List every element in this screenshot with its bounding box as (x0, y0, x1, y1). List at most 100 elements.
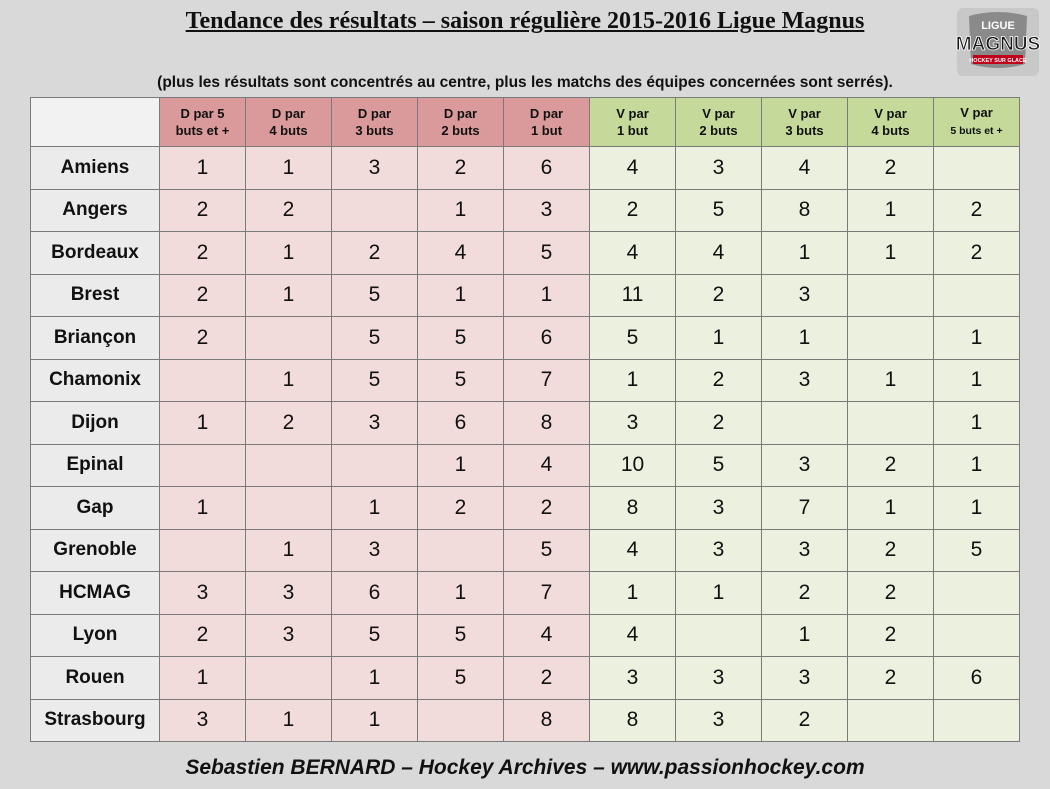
table-cell: 2 (159, 613, 246, 657)
table-cell (933, 146, 1020, 190)
table-cell: 1 (847, 231, 934, 275)
table-cell: 1 (761, 231, 848, 275)
table-cell (933, 571, 1020, 615)
table-cell (159, 528, 246, 572)
table-row: Strasbourg 3 1 1 8 8 3 2 (30, 698, 1020, 742)
table-cell: 3 (503, 188, 590, 232)
table-cell: 3 (675, 698, 762, 742)
team-name: Gap (30, 486, 160, 530)
team-name: Bordeaux (30, 231, 160, 275)
table-cell: 2 (159, 188, 246, 232)
table-cell: 1 (331, 698, 418, 742)
table-cell: 1 (933, 486, 1020, 530)
table-cell: 5 (503, 528, 590, 572)
team-name: Dijon (30, 401, 160, 445)
table-cell: 1 (245, 273, 332, 317)
col-header-line1: D par (443, 106, 478, 121)
col-header-line1: V par (874, 106, 907, 121)
table-row: Epinal 1 4 10 5 3 2 1 (30, 443, 1020, 487)
table-cell: 5 (675, 188, 762, 232)
table-cell (331, 443, 418, 487)
table-cell: 5 (933, 528, 1020, 572)
table-cell: 4 (761, 146, 848, 190)
col-header-line2: buts et + (175, 123, 230, 138)
team-name: Briançon (30, 316, 160, 360)
table-cell: 1 (245, 528, 332, 572)
col-header-line1: V par (788, 106, 821, 121)
col-header-loss-1: D par 1 but (503, 97, 590, 147)
table-cell: 5 (417, 613, 504, 657)
table-cell: 3 (761, 656, 848, 700)
table-cell (245, 316, 332, 360)
table-cell: 6 (933, 656, 1020, 700)
col-header-line2: 5 buts et + (950, 125, 1003, 137)
table-cell (417, 698, 504, 742)
table-cell: 3 (675, 486, 762, 530)
table-cell: 4 (589, 231, 676, 275)
team-name: Chamonix (30, 358, 160, 402)
col-header-loss-3: D par 3 buts (331, 97, 418, 147)
footer-credit: Sebastien BERNARD – Hockey Archives – ww… (185, 756, 865, 779)
col-header-line1: D par (271, 106, 306, 121)
table-cell: 4 (589, 613, 676, 657)
table-cell: 5 (417, 656, 504, 700)
table-cell: 3 (589, 656, 676, 700)
table-cell: 8 (503, 401, 590, 445)
table-cell: 3 (675, 528, 762, 572)
team-name: Lyon (30, 613, 160, 657)
results-body: Amiens 1 1 3 2 6 4 3 4 2 Angers 2 2 1 3 2 5 8 1 2 Bordeaux 2 1… (30, 146, 1020, 742)
table-cell: 2 (245, 401, 332, 445)
table-cell: 4 (675, 231, 762, 275)
table-cell: 1 (417, 443, 504, 487)
table-cell: 3 (331, 401, 418, 445)
table-cell: 2 (159, 231, 246, 275)
subtitle: (plus les résultats sont concentrés au c… (157, 74, 893, 91)
table-cell (847, 273, 934, 317)
col-header-line2: 3 buts (785, 123, 824, 138)
col-header-win-5plus: V par 5 buts et + (933, 97, 1020, 147)
col-header-line1: V par (616, 106, 649, 121)
table-cell: 2 (933, 188, 1020, 232)
col-header-win-3: V par 3 buts (761, 97, 848, 147)
table-cell: 7 (503, 571, 590, 615)
table-cell: 2 (159, 273, 246, 317)
col-header-win-1: V par 1 but (589, 97, 676, 147)
table-cell: 1 (159, 401, 246, 445)
table-cell: 2 (417, 146, 504, 190)
table-cell: 2 (675, 273, 762, 317)
team-name: HCMAG (30, 571, 160, 615)
team-name: Brest (30, 273, 160, 317)
table-cell: 3 (159, 571, 246, 615)
col-header-line1: D par (529, 106, 564, 121)
table-cell: 1 (589, 571, 676, 615)
table-row: Dijon 1 2 3 6 8 3 2 1 (30, 401, 1020, 445)
table-cell: 3 (761, 528, 848, 572)
table-cell: 5 (503, 231, 590, 275)
team-name: Epinal (30, 443, 160, 487)
table-row: Lyon 2 3 5 5 4 4 1 2 (30, 613, 1020, 657)
table-cell: 2 (847, 613, 934, 657)
table-cell: 1 (847, 486, 934, 530)
table-cell: 3 (589, 401, 676, 445)
table-cell: 4 (503, 613, 590, 657)
table-cell: 1 (933, 443, 1020, 487)
logo-line2: MAGNUS (956, 34, 1040, 55)
table-cell: 3 (761, 273, 848, 317)
table-cell: 6 (331, 571, 418, 615)
table-cell: 1 (159, 486, 246, 530)
table-cell (417, 528, 504, 572)
table-cell: 8 (589, 698, 676, 742)
table-row: Brest 2 1 5 1 1 11 2 3 (30, 273, 1020, 317)
table-cell: 8 (589, 486, 676, 530)
team-name: Strasbourg (30, 698, 160, 742)
table-cell: 2 (159, 316, 246, 360)
table-cell: 3 (245, 571, 332, 615)
table-cell (933, 613, 1020, 657)
table-cell: 3 (245, 613, 332, 657)
table-cell: 3 (331, 146, 418, 190)
table-cell: 8 (503, 698, 590, 742)
table-cell: 2 (675, 401, 762, 445)
table-cell: 4 (417, 231, 504, 275)
table-cell: 5 (589, 316, 676, 360)
table-cell: 1 (159, 146, 246, 190)
